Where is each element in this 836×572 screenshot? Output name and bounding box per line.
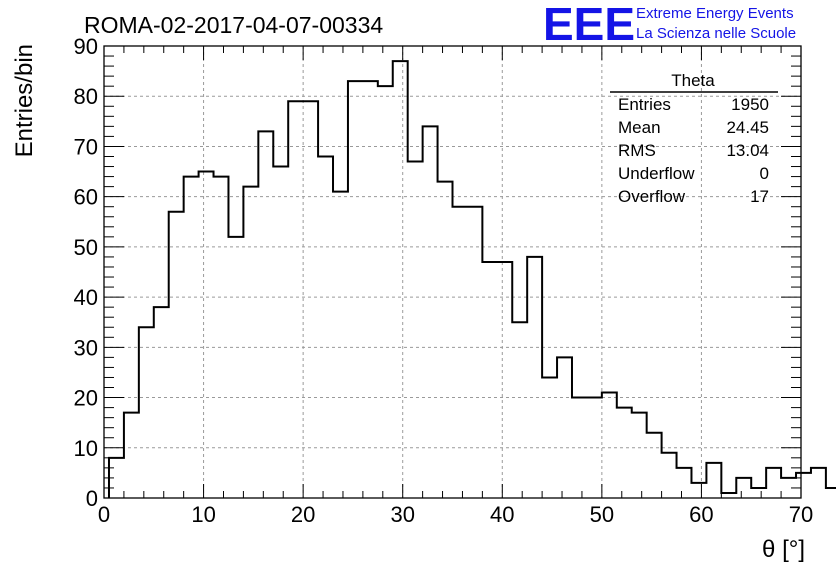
- x-tick-label: 70: [789, 502, 813, 527]
- y-tick-label: 30: [74, 335, 98, 360]
- axis-ticks: [103, 45, 802, 499]
- stats-value: 1950: [731, 95, 769, 114]
- logo-letters: EEE: [543, 0, 635, 50]
- y-tick-label: 40: [74, 285, 98, 310]
- stats-label: Mean: [618, 118, 661, 137]
- plot-frame: [103, 45, 802, 499]
- eee-logo: EEE Extreme Energy Events La Scienza nel…: [543, 0, 796, 50]
- x-axis-label: θ [°]: [762, 536, 805, 563]
- y-axis-label: Entries/bin: [11, 44, 38, 157]
- x-tick-label: 50: [590, 502, 614, 527]
- logo-line-2: La Scienza nelle Scuole: [636, 25, 796, 42]
- stats-label: Entries: [618, 95, 671, 114]
- x-tick-label: 30: [390, 502, 414, 527]
- x-tick-label: 60: [689, 502, 713, 527]
- x-tick-label: 0: [98, 502, 110, 527]
- histogram-outline: [107, 60, 836, 498]
- chart-title: ROMA-02-2017-04-07-00334: [84, 12, 383, 38]
- stats-box: Theta Entries 1950 Mean 24.45 RMS 13.04 Underf…: [610, 71, 778, 206]
- stats-rows: Entries 1950 Mean 24.45 RMS 13.04 Underflow 0 Ov…: [618, 95, 769, 206]
- y-tick-label: 80: [74, 84, 98, 109]
- stats-value: 13.04: [726, 141, 769, 160]
- y-tick-label: 0: [86, 486, 98, 511]
- y-tick-label: 20: [74, 386, 98, 411]
- x-tick-label: 40: [490, 502, 514, 527]
- stats-box-title: Theta: [671, 71, 715, 90]
- stats-label: RMS: [618, 141, 656, 160]
- y-tick-label: 70: [74, 134, 98, 159]
- y-tick-label: 10: [74, 436, 98, 461]
- grid: [104, 46, 801, 498]
- stats-value: 17: [750, 187, 769, 206]
- stats-label: Underflow: [618, 164, 695, 183]
- x-tick-label: 20: [291, 502, 315, 527]
- y-tick-labels: 0 10 20 30 40 50 60 70 80 90: [74, 34, 98, 511]
- x-tick-label: 10: [191, 502, 215, 527]
- stats-value: 0: [760, 164, 769, 183]
- stats-value: 24.45: [726, 118, 769, 137]
- x-tick-labels: 0 10 20 30 40 50 60 70: [98, 502, 813, 527]
- y-tick-label: 60: [74, 185, 98, 210]
- logo-line-1: Extreme Energy Events: [636, 5, 794, 22]
- y-tick-label: 50: [74, 235, 98, 260]
- y-tick-label: 90: [74, 34, 98, 59]
- stats-label: Overflow: [618, 187, 686, 206]
